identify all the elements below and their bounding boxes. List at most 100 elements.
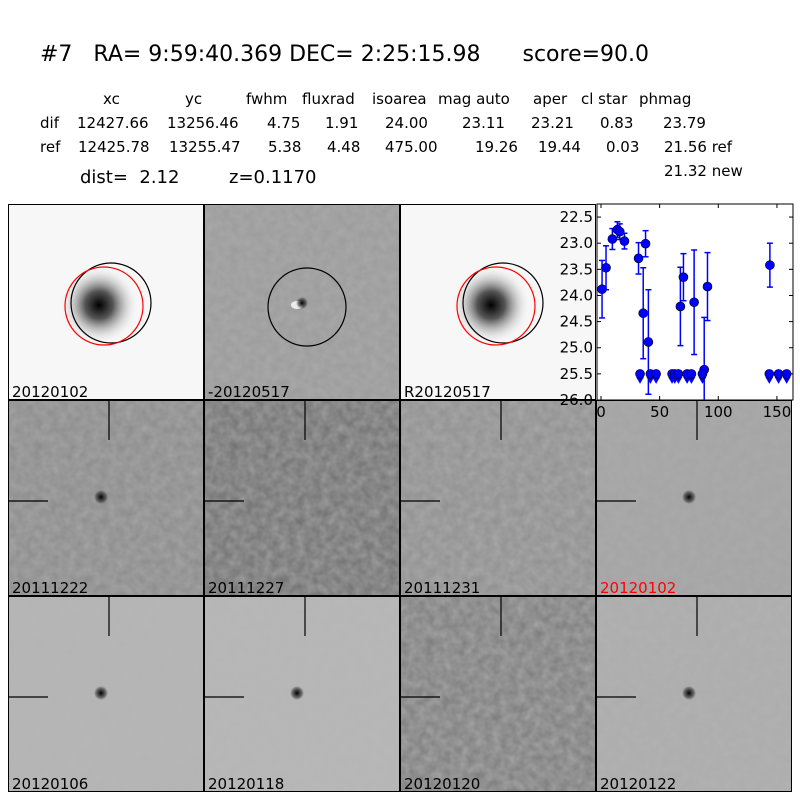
stamp-reference: R20120517	[400, 204, 596, 400]
upper-limit-point	[686, 369, 697, 379]
redshift: z=0.1170	[229, 167, 317, 188]
upper-limit-arrow	[687, 376, 696, 384]
col-header: cl star	[581, 90, 628, 108]
upper-limit-point	[697, 369, 708, 379]
col-header: xc	[103, 90, 120, 108]
upper-limit-point	[773, 369, 784, 379]
ra: RA= 9:59:40.369	[93, 42, 283, 67]
panel-date-label: 20120102	[12, 383, 89, 400]
detection-point	[643, 337, 654, 347]
upper-limit-point	[635, 369, 645, 379]
cell-yc: 13255.47	[169, 138, 241, 156]
y-tick-label: 23.5	[560, 260, 593, 278]
detection-point	[675, 301, 686, 312]
upper-limit-arrow	[636, 376, 645, 384]
aperture-circle-black	[462, 262, 544, 344]
cell-fwhm: 5.38	[268, 138, 302, 156]
detection-point	[689, 297, 699, 308]
epoch-stamp: 20120118	[204, 596, 400, 792]
panel-date-label: -20120517	[208, 383, 290, 400]
y-tick-label: 25.5	[560, 365, 593, 383]
cell-isoarea: 24.00	[385, 114, 428, 132]
aperture-circle-red	[456, 266, 536, 346]
cell-aper: 23.21	[531, 114, 574, 132]
detection-point	[607, 234, 618, 244]
dec: DEC= 2:25:15.98	[289, 42, 481, 67]
upper-limit-point	[651, 369, 661, 379]
epoch-stamp: 20111222	[8, 400, 204, 596]
y-tick-label: 24.0	[560, 286, 593, 304]
light-curve-chart: 22.5 23.0 23.5 24.0 24.5 25.0 25.5 26.00 50 100 15…	[560, 203, 794, 421]
col-header: aper	[533, 90, 568, 108]
col-header: isoarea	[372, 90, 427, 108]
y-tick-label: 26.0	[560, 391, 593, 409]
upper-limit-point	[764, 369, 775, 379]
aperture-circle-red	[64, 266, 144, 346]
upper-limit-arrow	[774, 376, 783, 384]
x-tick-label: 50	[650, 403, 669, 421]
cell-mag-auto: 23.11	[462, 114, 505, 132]
panel-date-label: 20120118	[208, 775, 285, 792]
detection-point	[614, 226, 625, 237]
cell-isoarea: 475.00	[385, 138, 438, 156]
aperture-circle-black	[70, 262, 152, 344]
stamp-image: 20120102	[8, 204, 204, 400]
panel-date-label: 20120122	[600, 775, 677, 792]
y-tick-label: 24.5	[560, 313, 593, 331]
detection-point	[702, 281, 713, 292]
score: score=90.0	[522, 42, 650, 67]
x-tick-label: 150	[763, 403, 792, 421]
upper-limit-arrow	[652, 376, 661, 384]
detection-point	[638, 308, 649, 319]
cell-yc: 13256.46	[167, 114, 239, 132]
upper-limit-point	[673, 369, 684, 379]
cell-cl-star: 0.03	[606, 138, 640, 156]
row-label: ref	[40, 138, 61, 156]
panel-date-label: R20120517	[404, 383, 491, 400]
candidate-title: #7 RA= 9:59:40.369 DEC= 2:25:15.98 score…	[40, 42, 649, 67]
y-tick-label: 22.5	[560, 208, 593, 226]
upper-limit-arrow	[646, 376, 655, 384]
cell-phmag: 21.56 ref	[664, 138, 733, 156]
upper-limit-arrow	[674, 376, 683, 384]
panel-date-label: 20120106	[12, 775, 89, 792]
panel-date-label: 20120120	[404, 775, 481, 792]
upper-limit-point	[781, 369, 792, 379]
epoch-stamp: 20120102	[596, 400, 792, 596]
aperture-circle	[267, 267, 347, 347]
col-header: phmag	[639, 90, 692, 108]
y-tick-label: 25.0	[560, 339, 593, 357]
cell-cl-star: 0.83	[600, 114, 634, 132]
detection-point	[678, 272, 689, 282]
stamp-difference: -20120517	[204, 204, 400, 400]
panel-date-label: 20120102	[600, 579, 677, 596]
upper-limit-arrow	[765, 376, 774, 384]
cell-fwhm: 4.75	[267, 114, 301, 132]
cell-aper: 19.44	[538, 138, 581, 156]
cell-mag-auto: 19.26	[475, 138, 518, 156]
panel-date-label: 20111227	[208, 579, 285, 596]
x-tick-label: 100	[704, 403, 733, 421]
col-header: yc	[185, 90, 203, 108]
detection-point	[640, 238, 651, 249]
panel-date-label: 20111231	[404, 579, 481, 596]
cell-phmag: 23.79	[663, 114, 706, 132]
detection-point	[765, 260, 775, 270]
epoch-stamp: 20120120	[400, 596, 596, 792]
phmag-new: 21.32 new	[664, 162, 743, 180]
col-header: fwhm	[246, 90, 288, 108]
upper-limit-arrow	[698, 376, 707, 384]
x-tick-label: 0	[596, 403, 606, 421]
detection-point	[601, 262, 611, 273]
epoch-stamp: 20111227	[204, 400, 400, 596]
row-label: dif	[40, 114, 59, 132]
cell-fluxrad: 4.48	[327, 138, 361, 156]
panel-date-label: 20111222	[12, 579, 89, 596]
upper-limit-arrow	[782, 376, 791, 384]
detection-point	[619, 236, 630, 246]
y-tick-label: 23.0	[560, 234, 593, 252]
cell-fluxrad: 1.91	[325, 114, 359, 132]
cell-xc: 12427.66	[77, 114, 149, 132]
epoch-stamp: 20120122	[596, 596, 792, 792]
